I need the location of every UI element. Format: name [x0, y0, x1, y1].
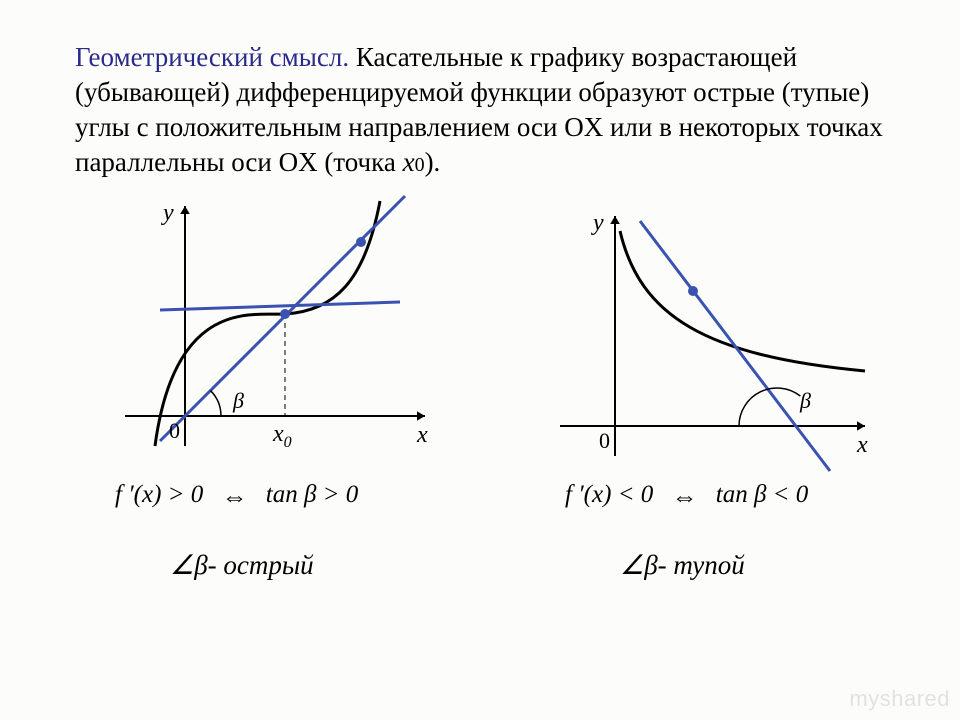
svg-text:β: β: [232, 388, 244, 413]
iff-icon: ⇔: [222, 482, 248, 512]
title-paragraph: Геометрический смысл. Касательные к граф…: [75, 40, 905, 180]
svg-text:β: β: [799, 388, 811, 413]
title-tail: ).: [425, 147, 441, 177]
caption-row: ∠β- острый ∠β- тупой: [75, 550, 905, 590]
formula-right-derivative: f ′(x) < 0: [565, 481, 653, 508]
svg-text:x: x: [856, 432, 868, 458]
watermark: myshared: [849, 686, 950, 712]
title-x0-sub: 0: [415, 154, 425, 176]
svg-text:y: y: [591, 210, 604, 236]
chart-right: 0 x y β: [545, 196, 905, 486]
svg-text:x: x: [416, 422, 428, 448]
formula-left-tan: tan β > 0: [266, 481, 359, 508]
formula-right-tan: tan β < 0: [716, 481, 809, 508]
formula-row: f ′(x) > 0 ⇔ tan β > 0 f ′(x) < 0 ⇔ tan …: [75, 481, 905, 536]
svg-text:y: y: [161, 200, 174, 226]
caption-right: ∠β- тупой: [620, 550, 745, 581]
caption-left: ∠β- острый: [170, 550, 314, 581]
charts-row: 0 x y β x0 0 x y β: [75, 186, 905, 476]
svg-text:0: 0: [599, 428, 610, 453]
title-highlight: Геометрический смысл.: [75, 42, 349, 72]
svg-text:x0: x0: [272, 421, 292, 451]
svg-text:0: 0: [169, 418, 180, 443]
formula-right: f ′(x) < 0 ⇔ tan β < 0: [565, 481, 808, 511]
title-x0: x: [403, 147, 415, 177]
chart-left: 0 x y β x0: [105, 186, 465, 476]
iff-icon: ⇔: [672, 482, 698, 512]
formula-left: f ′(x) > 0 ⇔ tan β > 0: [115, 481, 358, 511]
formula-left-derivative: f ′(x) > 0: [115, 481, 203, 508]
